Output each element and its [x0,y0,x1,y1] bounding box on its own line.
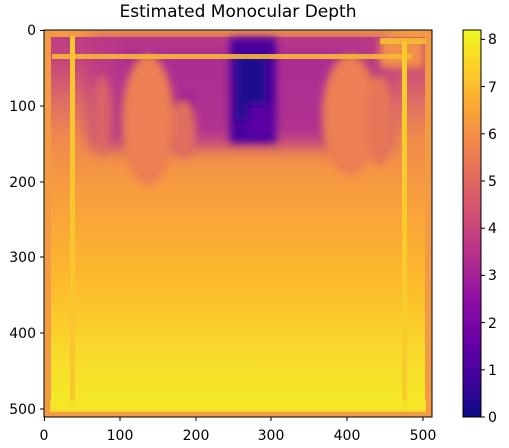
colorbar-tick-label-2: 2 [488,316,497,332]
image-frame [43,29,433,418]
y-axis: 0 100 200 300 400 500 [9,23,44,418]
colorbar-tick-label-1: 1 [488,363,497,379]
x-tick-label-200: 200 [183,428,210,444]
colorbar-tick-label-3: 3 [488,268,497,284]
x-tick-label-500: 500 [410,428,437,444]
x-tick-label-300: 300 [258,428,285,444]
y-tick-label-500: 500 [9,402,36,418]
colorbar-tick-label-4: 4 [488,221,497,237]
colorbar-tick-label-8: 8 [488,32,497,48]
y-tick-label-400: 400 [9,326,36,342]
y-tick-label-300: 300 [9,250,36,266]
x-tick-label-400: 400 [334,428,361,444]
chart-title: Estimated Monocular Depth [120,2,357,22]
depth-image [44,30,432,417]
colorbar: 0 1 2 3 4 5 6 7 8 [462,29,497,426]
colorbar-gradient [463,30,481,417]
y-tick-label-0: 0 [27,23,36,39]
y-tick-label-200: 200 [9,175,36,191]
colorbar-tick-label-5: 5 [488,174,497,190]
x-tick-label-100: 100 [107,428,134,444]
colorbar-tick-label-7: 7 [488,80,497,96]
x-tick-label-0: 0 [40,428,49,444]
colorbar-tick-label-6: 6 [488,127,497,143]
colorbar-ticks: 0 1 2 3 4 5 6 7 8 [481,32,497,426]
colorbar-tick-label-0: 0 [488,410,497,426]
x-axis: 0 100 200 300 400 500 [40,417,437,444]
y-tick-label-100: 100 [9,99,36,115]
